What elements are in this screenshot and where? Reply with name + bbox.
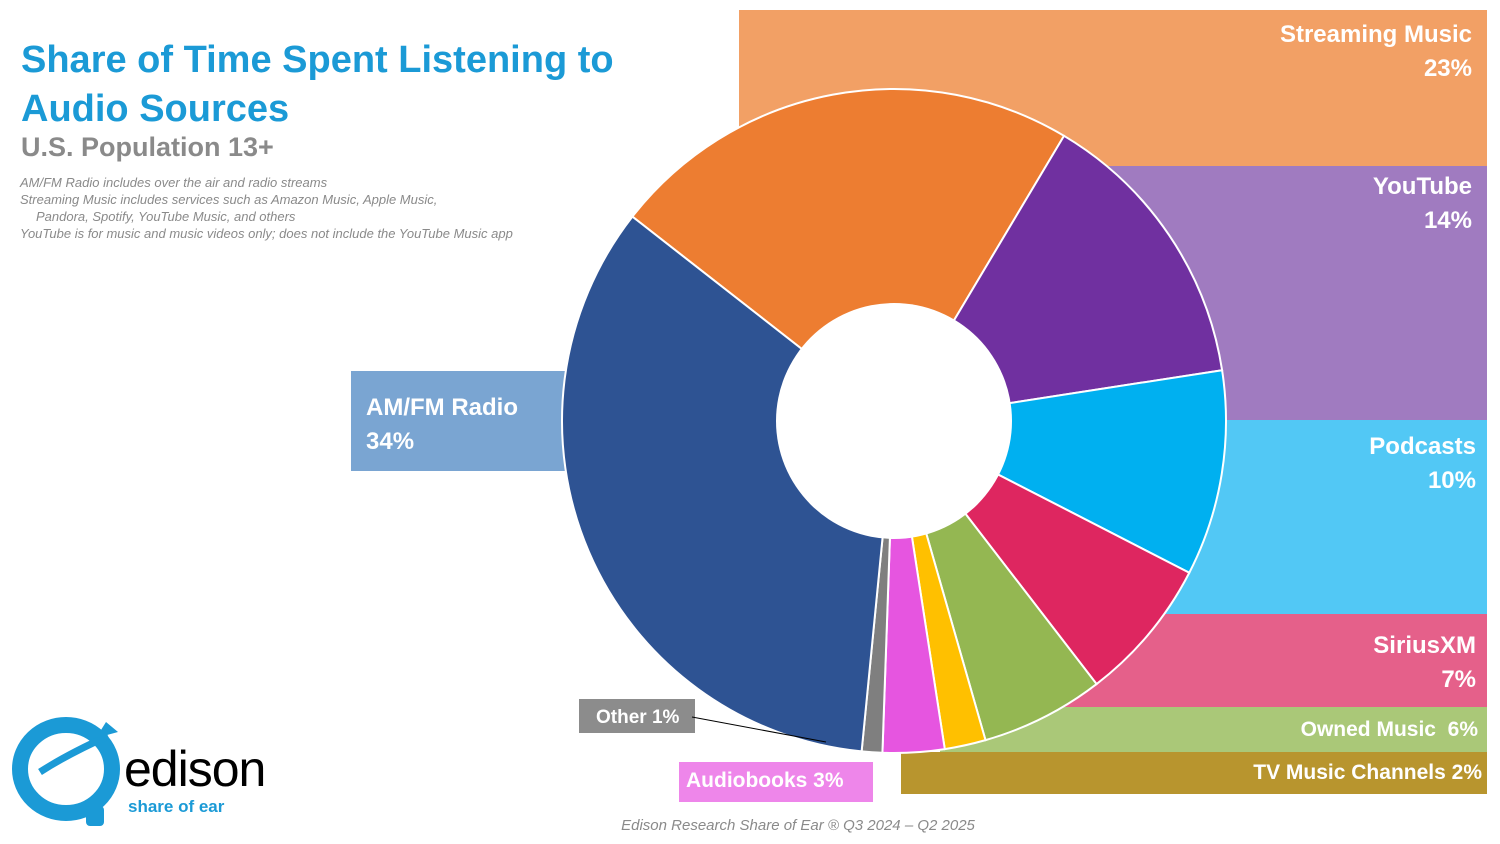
chart-subtitle: U.S. Population 13+ (21, 132, 274, 162)
label-other: Other 1% (596, 701, 679, 735)
label-value: 3% (813, 769, 844, 792)
label-streaming-music: Streaming Music 23% (1280, 18, 1472, 86)
slice-streaming-music (630, 88, 1066, 423)
edison-logo-icon (12, 717, 120, 826)
label-name: SiriusXM (1373, 632, 1476, 659)
label-name: Audiobooks (686, 769, 808, 792)
logo-tagline: share of ear (128, 797, 225, 816)
label-youtube: YouTube 14% (1373, 170, 1472, 238)
label-tv-music-channels: TV Music Channels 2% (1253, 756, 1482, 790)
chart-notes: AM/FM Radio includes over the air and ra… (20, 175, 620, 243)
label-audiobooks: Audiobooks 3% (686, 764, 844, 798)
callout-band-other (579, 699, 695, 733)
source-note: Edison Research Share of Ear ® Q3 2024 –… (621, 817, 975, 834)
label-podcasts: Podcasts 10% (1369, 430, 1476, 498)
label-value: 23% (1423, 55, 1472, 82)
label-name: YouTube (1372, 173, 1472, 200)
label-siriusxm: SiriusXM 7% (1373, 629, 1476, 697)
label-value: 10% (1427, 467, 1476, 494)
label-name: Owned Music (1300, 718, 1436, 741)
note-line: Streaming Music includes services such a… (20, 191, 438, 207)
note-line: YouTube is for music and music videos on… (20, 225, 513, 241)
label-name: AM/FM Radio (366, 394, 518, 421)
label-value: 7% (1441, 666, 1476, 693)
note-line: Pandora, Spotify, YouTube Music, and oth… (36, 208, 296, 224)
donut-hole (776, 303, 1012, 539)
callout-band-tv-music-channels (901, 752, 1487, 794)
note-line: AM/FM Radio includes over the air and ra… (20, 175, 328, 190)
slice-am-fm-radio (561, 215, 896, 753)
label-value: 6% (1447, 718, 1478, 741)
label-owned-music: Owned Music 6% (1301, 713, 1478, 747)
label-value: 1% (651, 707, 680, 728)
label-name: TV Music Channels (1253, 761, 1446, 784)
label-name: Other (596, 707, 647, 728)
label-am-fm-radio: AM/FM Radio 34% (366, 391, 518, 459)
label-value: 14% (1423, 207, 1472, 234)
logo-wordmark: edison (124, 741, 266, 797)
label-value: 34% (366, 428, 415, 455)
other-leader-line (691, 716, 827, 743)
chart-title: Share of Time Spent Listening to Audio S… (21, 39, 614, 131)
label-name: Podcasts (1369, 433, 1476, 460)
label-value: 2% (1451, 761, 1482, 784)
label-name: Streaming Music (1279, 21, 1472, 48)
callout-band-am-fm-radio (351, 371, 565, 471)
callout-band-audiobooks (679, 762, 873, 802)
